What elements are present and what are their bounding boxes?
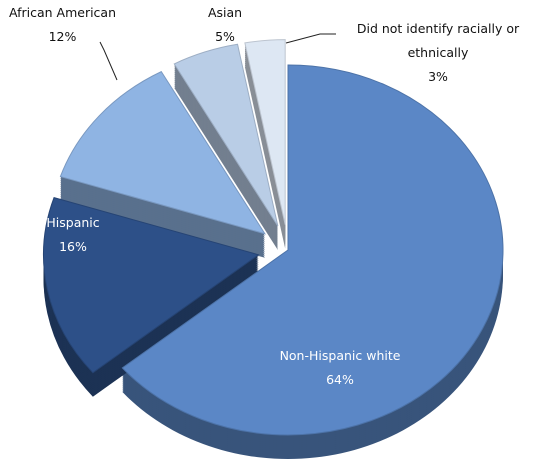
category-label: Did not identify racially or ethnically [356, 21, 520, 60]
value-label: 64% [326, 372, 354, 387]
value-label: 3% [428, 69, 448, 84]
value-label: 16% [59, 239, 87, 254]
slice [244, 39, 286, 225]
slice-label: Non-Hispanic white 64% [265, 344, 415, 392]
category-label: Hispanic [46, 215, 100, 230]
slice [121, 64, 504, 436]
value-label: 5% [215, 29, 235, 44]
slice [43, 197, 260, 374]
slice-label: Asian 5% [200, 1, 250, 49]
slice [173, 43, 279, 227]
slice-label: Did not identify racially or ethnically 3… [333, 17, 543, 89]
category-label: Asian [207, 5, 243, 20]
value-label: 12% [48, 29, 77, 44]
leader-line [99, 41, 118, 81]
slice-label: African American 12% [0, 1, 125, 49]
leader-line [285, 33, 336, 44]
category-label: Non-Hispanic white [279, 348, 401, 363]
slice [59, 70, 267, 235]
category-label: African American [8, 5, 117, 20]
slice-label: Hispanic 16% [18, 211, 128, 259]
